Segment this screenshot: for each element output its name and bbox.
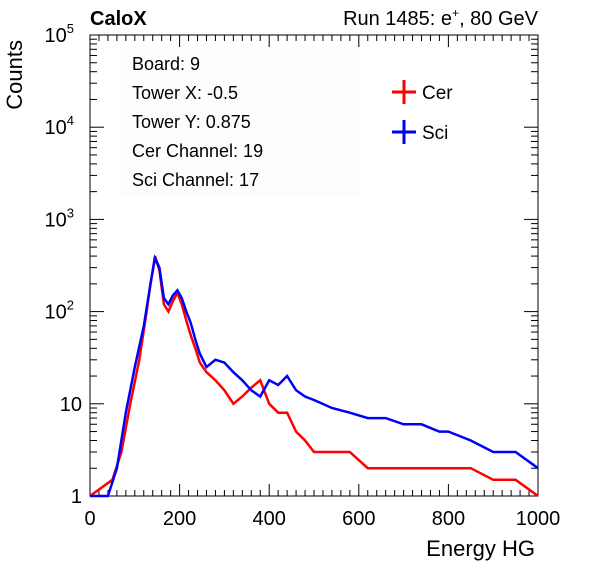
info-line: Tower X: -0.5	[132, 83, 238, 103]
info-line: Sci Channel: 17	[132, 170, 259, 190]
legend-label: Cer	[422, 83, 453, 104]
y-axis-title: Counts	[2, 40, 27, 110]
info-line: Cer Channel: 19	[132, 141, 263, 161]
header-left-label: CaloX	[90, 8, 147, 30]
series-line-sci	[90, 253, 539, 498]
x-tick-label: 800	[432, 508, 465, 530]
header-run-text: Run 1485: e	[343, 8, 452, 30]
x-tick-label: 600	[342, 508, 375, 530]
x-axis-ticks	[89, 35, 539, 496]
info-line: Tower Y: 0.875	[132, 112, 251, 132]
y-tick-label: 102	[45, 298, 74, 324]
header-right-label: Run 1485: e+, 80 GeV	[343, 6, 539, 30]
info-box-lines: Board: 9 Tower X: -0.5 Tower Y: 0.875 Cer C…	[132, 54, 263, 190]
y-axis-tick-labels: 1 10 102 103 104 105	[45, 21, 82, 508]
legend-label: Sci	[422, 123, 448, 144]
y-tick-label: 1	[71, 486, 82, 508]
x-axis-tick-labels: 0 200 400 600 800 1000	[84, 508, 560, 530]
y-tick-label: 105	[45, 21, 74, 47]
legend: Cer Sci	[392, 80, 453, 144]
info-line: Board: 9	[132, 54, 200, 74]
y-axis-ticks	[90, 38, 538, 497]
header-energy-text: , 80 GeV	[459, 8, 539, 30]
header-sup-text: +	[452, 6, 459, 20]
x-axis-title: Energy HG	[426, 536, 535, 561]
x-tick-label: 400	[253, 508, 286, 530]
info-box	[120, 45, 360, 195]
x-tick-label: 0	[84, 508, 95, 530]
x-tick-label: 200	[163, 508, 196, 530]
x-tick-label: 1000	[516, 508, 561, 530]
y-tick-label: 104	[45, 113, 74, 139]
series-line-cer	[89, 255, 539, 498]
y-tick-label: 10	[60, 394, 82, 416]
y-tick-label: 103	[45, 205, 74, 231]
series-group	[89, 253, 539, 498]
